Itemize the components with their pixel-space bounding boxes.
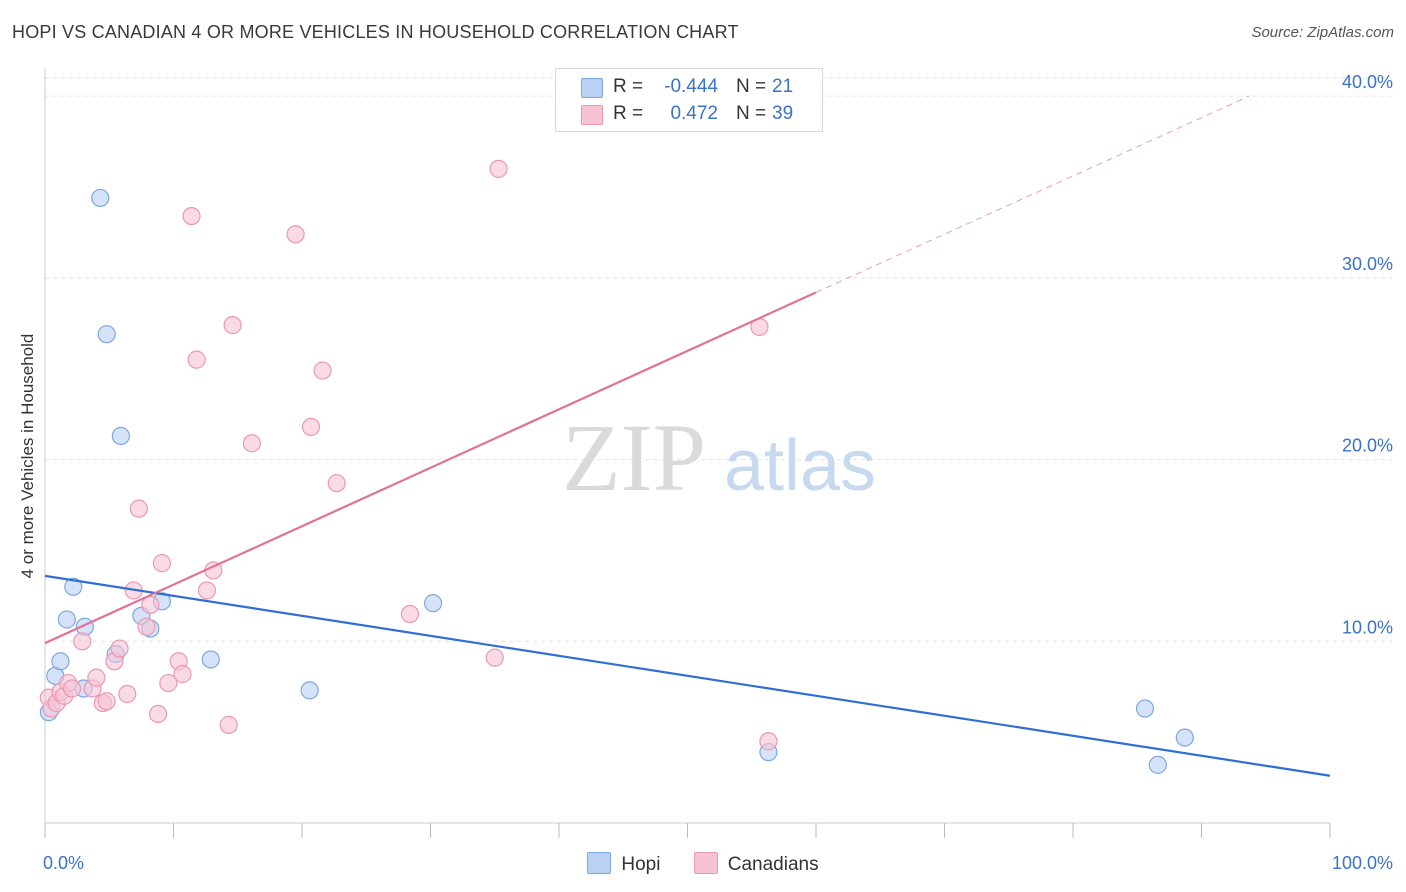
hopi-point xyxy=(64,577,83,596)
canadians-point xyxy=(110,639,129,658)
stats-box: R = -0.444 N = 21 R = 0.472 N = 39 xyxy=(555,68,823,132)
y-tick-label: 30.0% xyxy=(1342,254,1393,274)
canadians-point xyxy=(62,679,82,698)
trend-layer xyxy=(44,95,1331,777)
legend-canadians-swatch xyxy=(693,852,718,874)
canadians-point xyxy=(242,434,261,453)
canadians-point xyxy=(182,206,201,226)
canadians-r-label: R = xyxy=(613,103,644,124)
canadians-point xyxy=(301,417,321,436)
canadians-point xyxy=(152,554,172,573)
canadians-point xyxy=(400,604,420,624)
chart-title: HOPI VS CANADIAN 4 OR MORE VEHICLES IN H… xyxy=(12,22,739,42)
canadians-n-value: 39 xyxy=(772,103,794,124)
canadians-point xyxy=(141,595,160,615)
canadians-point xyxy=(87,668,106,687)
hopi-point xyxy=(1135,699,1155,718)
hopi-n-label: N = xyxy=(736,76,767,97)
hopi-point xyxy=(1148,755,1167,774)
canadians-point xyxy=(219,715,238,734)
points-layer xyxy=(39,159,1194,774)
canadians-point xyxy=(137,617,156,636)
hopi-trend-line xyxy=(44,574,1331,777)
canadians-point xyxy=(489,159,508,178)
legend-item-hopi: Hopi xyxy=(587,852,660,876)
canadians-r-value: 0.472 xyxy=(670,103,718,124)
canadians-point xyxy=(223,316,242,335)
canadians-swatch xyxy=(581,105,603,125)
canadians-point xyxy=(173,664,192,684)
hopi-point xyxy=(51,652,70,671)
watermark-atlas: atlas xyxy=(724,426,876,506)
hopi-point xyxy=(57,610,76,629)
canadians-point xyxy=(313,361,332,380)
canadians-point xyxy=(129,499,148,518)
chart-legend: Hopi Canadians xyxy=(0,852,1406,876)
legend-hopi-swatch xyxy=(587,852,612,874)
hopi-swatch xyxy=(581,78,603,98)
grid-layer xyxy=(45,77,1392,642)
canadians-n-label: N = xyxy=(736,103,767,124)
stats-row-hopi: R = -0.444 N = 21 xyxy=(556,74,822,100)
hopi-point xyxy=(91,188,110,208)
hopi-n-value: 21 xyxy=(772,76,794,97)
canadians-trend-extension xyxy=(815,95,1250,293)
x-tick-label: 100.0% xyxy=(1332,853,1393,873)
canadians-point xyxy=(327,474,346,493)
hopi-point xyxy=(111,426,130,446)
legend-canadians-label: Canadians xyxy=(727,854,819,875)
canadians-point xyxy=(197,581,217,600)
canadians-trend-line xyxy=(44,291,817,645)
y-tick-label: 40.0% xyxy=(1342,72,1393,92)
canadians-point xyxy=(118,684,137,704)
hopi-r-label: R = xyxy=(613,76,644,97)
legend-item-canadians: Canadians xyxy=(693,852,819,876)
canadians-point xyxy=(286,225,305,244)
canadians-point xyxy=(159,673,178,693)
hopi-r-value: -0.444 xyxy=(664,76,718,97)
hopi-point xyxy=(300,681,319,700)
stats-row-canadians: R = 0.472 N = 39 xyxy=(556,101,822,127)
x-tick-label: 0.0% xyxy=(43,853,84,873)
canadians-point xyxy=(485,648,504,667)
canadians-point xyxy=(148,704,168,724)
hopi-point xyxy=(201,650,220,669)
hopi-point xyxy=(1175,728,1194,747)
canadians-point xyxy=(187,350,206,369)
hopi-point xyxy=(423,594,443,613)
y-tick-label: 10.0% xyxy=(1342,617,1393,637)
y-tick-label: 20.0% xyxy=(1342,436,1393,456)
canadians-point xyxy=(759,732,778,751)
hopi-point xyxy=(97,325,116,344)
canadians-point xyxy=(97,692,116,711)
y-axis-label: 4 or more Vehicles in Household xyxy=(18,333,37,579)
legend-hopi-label: Hopi xyxy=(621,854,661,875)
source-label: Source: ZipAtlas.com xyxy=(1251,24,1394,41)
canadians-point xyxy=(73,632,92,651)
watermark-zip: ZIP xyxy=(562,404,706,511)
tick-labels-layer: 10.0% 20.0% 30.0% 40.0% 0.0% 100.0% xyxy=(43,72,1393,873)
